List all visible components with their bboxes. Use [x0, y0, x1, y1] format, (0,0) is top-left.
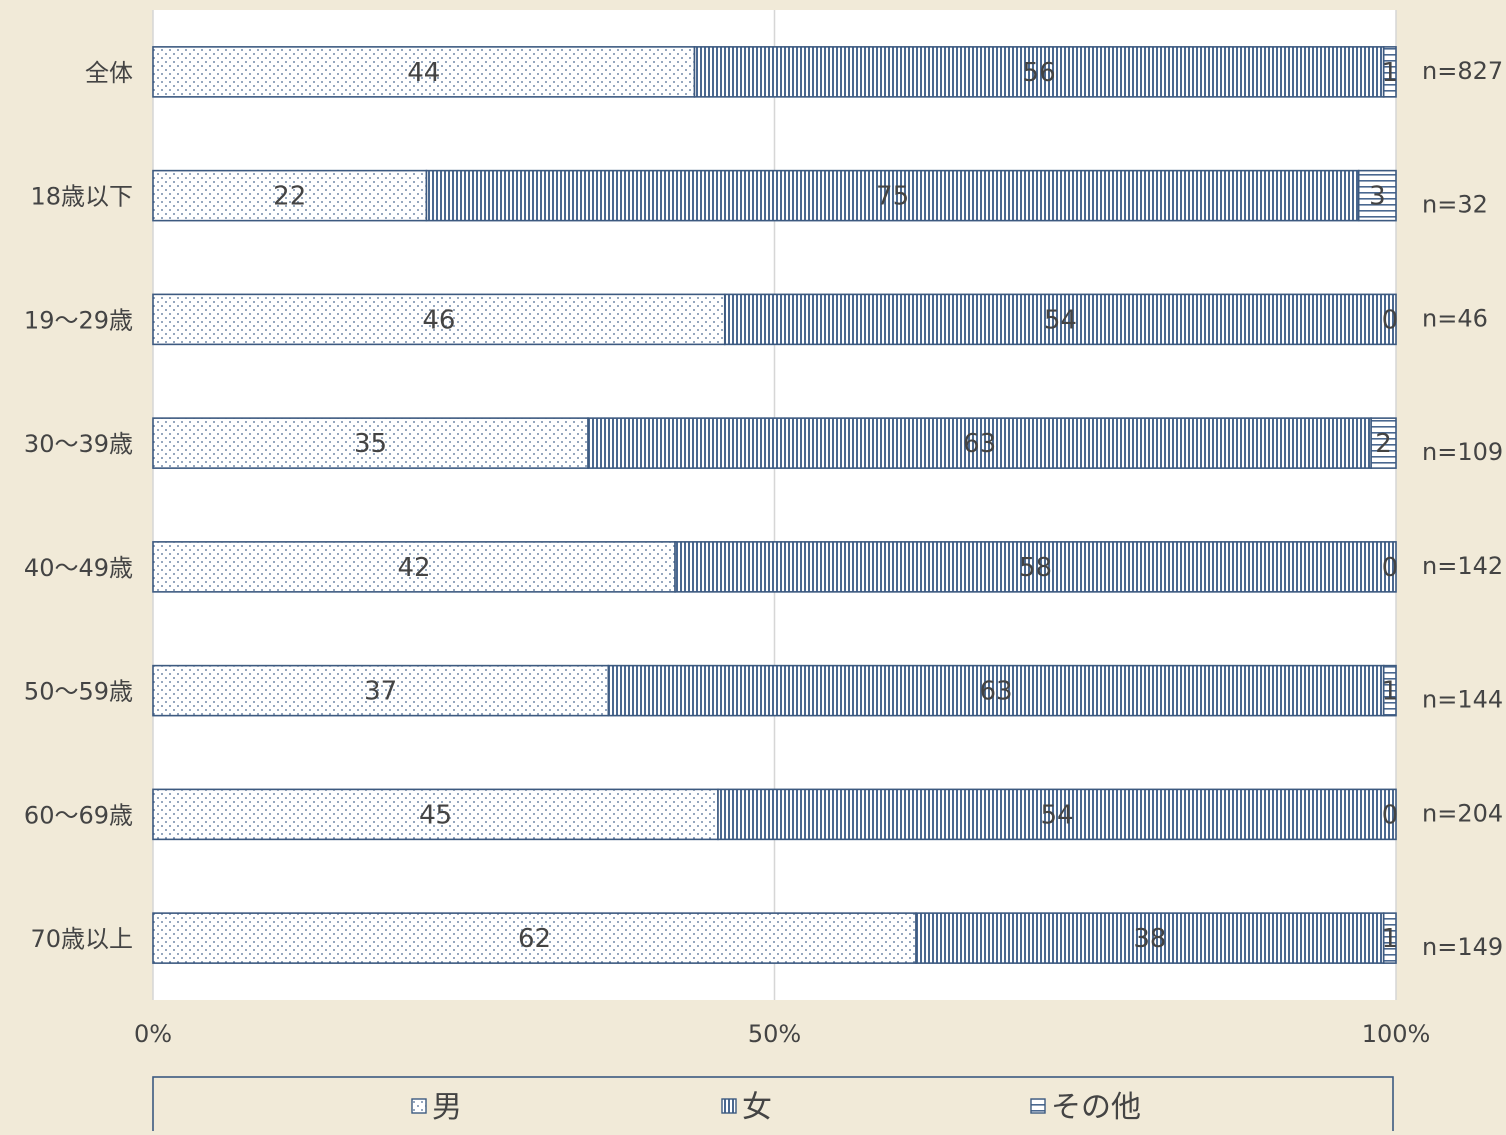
sample-size-labels: n=827 n=32 n=46 n=109 n=142 n=144 n=204 n=149 — [1422, 57, 1503, 961]
sample-size-4: n=142 — [1422, 552, 1503, 580]
data-label-female-1: 75 — [876, 182, 909, 212]
category-label-3: 30～39歳 — [24, 430, 133, 458]
data-label-female-2: 54 — [1044, 305, 1077, 335]
data-label-female-3: 63 — [963, 429, 996, 459]
legend-label-other: その他 — [1051, 1090, 1141, 1125]
data-label-male-6: 45 — [419, 800, 452, 830]
legend-swatch-female — [722, 1099, 736, 1113]
data-label-female-5: 63 — [979, 677, 1012, 707]
sample-size-7: n=149 — [1422, 933, 1503, 961]
data-label-male-0: 44 — [407, 58, 440, 88]
data-label-male-4: 42 — [397, 553, 430, 583]
x-tick-1: 50% — [748, 1020, 801, 1048]
data-label-other-7: 1 — [1382, 924, 1399, 954]
sample-size-1: n=32 — [1422, 191, 1488, 219]
data-label-other-1: 3 — [1369, 182, 1386, 212]
x-tick-0: 0% — [134, 1020, 172, 1048]
data-label-female-6: 54 — [1040, 800, 1073, 830]
category-label-7: 70歳以上 — [30, 925, 133, 953]
data-label-male-2: 46 — [422, 305, 455, 335]
legend-label-female: 女 — [742, 1090, 772, 1125]
data-label-female-4: 58 — [1019, 553, 1052, 583]
sample-size-0: n=827 — [1422, 57, 1503, 85]
sample-size-6: n=204 — [1422, 799, 1503, 827]
data-label-other-4: 0 — [1382, 553, 1399, 583]
category-label-6: 60～69歳 — [24, 801, 133, 829]
data-label-male-7: 62 — [518, 924, 551, 954]
data-label-male-1: 22 — [273, 182, 306, 212]
category-label-1: 18歳以下 — [30, 183, 133, 211]
x-tick-labels: 0% 50% 100% — [134, 1020, 1430, 1048]
legend: 男 女 その他 — [153, 1077, 1393, 1131]
category-label-0: 全体 — [85, 59, 133, 87]
data-label-other-0: 1 — [1382, 58, 1399, 88]
sample-size-3: n=109 — [1422, 438, 1503, 466]
data-label-other-2: 0 — [1382, 305, 1399, 335]
data-label-female-7: 38 — [1133, 924, 1166, 954]
legend-swatch-male — [412, 1099, 426, 1113]
data-label-other-6: 0 — [1382, 800, 1399, 830]
legend-box — [153, 1077, 1393, 1131]
x-tick-2: 100% — [1362, 1020, 1431, 1048]
data-label-other-5: 1 — [1382, 677, 1399, 707]
data-label-female-0: 56 — [1023, 58, 1056, 88]
category-labels: 全体 18歳以下 19～29歳 30～39歳 40～49歳 50～59歳 60～69歳 70歳… — [24, 59, 133, 953]
category-label-4: 40～49歳 — [24, 554, 133, 582]
sample-size-2: n=46 — [1422, 304, 1488, 332]
category-label-2: 19～29歳 — [24, 306, 133, 334]
category-label-5: 50～59歳 — [24, 678, 133, 706]
data-label-other-3: 2 — [1375, 429, 1392, 459]
data-label-male-3: 35 — [354, 429, 387, 459]
data-label-male-5: 37 — [364, 677, 397, 707]
legend-swatch-other — [1031, 1099, 1045, 1113]
sample-size-5: n=144 — [1422, 686, 1503, 714]
legend-label-male: 男 — [432, 1090, 462, 1125]
